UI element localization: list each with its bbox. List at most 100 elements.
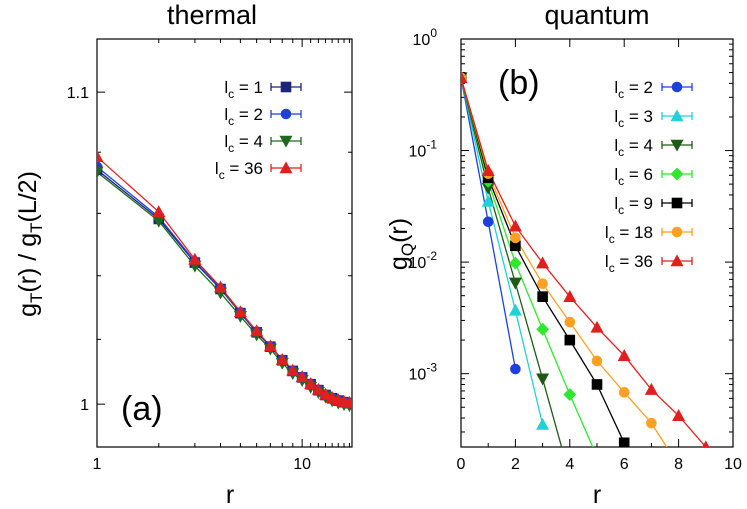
x-tick-label: 10	[724, 456, 742, 473]
legend-label-l-c-4: lc = 4	[224, 132, 263, 155]
legend-marker-l-c-1	[280, 81, 292, 93]
data-point-l-c-36-11	[311, 382, 325, 395]
quantum-title: quantum	[544, 0, 649, 30]
thermal-panel-label: (a)	[121, 390, 163, 428]
data-point-l-c-3-3	[536, 417, 550, 430]
thermal-title: thermal	[167, 0, 257, 30]
series-line-l-c-3	[461, 77, 544, 425]
quantum-y-axis-label: gQ(r)	[385, 218, 417, 270]
legend-marker-l-c-9	[671, 197, 683, 209]
data-point-l-c-18-4	[564, 316, 576, 328]
x-tick-label: 0	[457, 456, 466, 473]
data-point-l-c-36-8	[672, 409, 686, 421]
quantum-panel-label: (b)	[498, 64, 540, 102]
x-tick-label: 6	[620, 456, 629, 473]
quantum-legend: lc = 2 lc = 3 lc = 4 lc = 6 lc = 9 lc = 18 lc …	[605, 78, 693, 275]
data-point-l-c-36-4	[233, 305, 247, 318]
legend-label-l-c-9: lc = 9	[614, 194, 653, 217]
data-point-l-c-36-6	[263, 339, 277, 352]
thermal-legend: lc = 1 lc = 2 lc = 4 lc = 36	[215, 78, 302, 182]
data-point-l-c-36-10	[304, 376, 318, 389]
legend-label-l-c-36: lc = 36	[215, 159, 263, 182]
data-point-l-c-36-2	[188, 252, 202, 265]
legend-marker-l-c-18	[671, 226, 683, 238]
panel-thermal: thermal 1 10 1 1.1 (a) r gT(r) / gT(L/2) lc…	[14, 0, 353, 509]
data-point-l-c-36-6	[617, 349, 631, 361]
data-point-l-c-2-1	[482, 216, 494, 228]
data-point-l-c-3-1	[481, 194, 495, 207]
data-point-l-c-36-3	[214, 280, 228, 293]
legend-label-l-c-3: lc = 3	[614, 107, 653, 130]
data-point-l-c-36-12	[319, 387, 333, 400]
legend-marker-l-c-6	[670, 167, 684, 181]
data-point-l-c-36-0	[461, 71, 468, 83]
data-point-l-c-36-5	[590, 320, 604, 333]
thermal-ticks: 1 10 1 1.1	[67, 39, 352, 473]
legend-marker-l-c-3	[670, 109, 684, 122]
thermal-x-axis-label: r	[226, 481, 234, 509]
x-tick-label: 4	[565, 456, 574, 473]
data-point-l-c-2-2	[510, 363, 521, 375]
data-point-l-c-36-7	[275, 352, 289, 365]
legend-marker-l-c-2	[280, 108, 292, 120]
data-point-l-c-9-6	[618, 437, 630, 447]
thermal-y-axis-label: gT(r) / gT(L/2)	[14, 171, 46, 317]
legend-label-l-c-4: lc = 4	[614, 136, 653, 159]
legend-label-l-c-2: lc = 2	[614, 78, 653, 101]
y-tick-label: 10-3	[409, 361, 438, 384]
x-tick-label: 2	[511, 456, 520, 473]
data-point-l-c-9-3	[537, 291, 548, 302]
legend-marker-l-c-36	[670, 254, 684, 267]
legend-label-l-c-6: lc = 6	[614, 165, 653, 188]
data-point-l-c-18-2	[510, 232, 521, 244]
data-point-l-c-4-2	[508, 277, 522, 290]
data-point-l-c-36-4	[563, 290, 577, 302]
data-point-l-c-36-9	[295, 370, 309, 383]
data-point-l-c-18-5	[591, 355, 603, 367]
legend-marker-l-c-2	[671, 81, 683, 93]
data-point-l-c-3-2	[508, 303, 522, 316]
panel-quantum: quantum 0 2 4 6 8 10 100 10-1 10-2 10-3 (b) r gQ(…	[385, 0, 742, 509]
thermal-markers	[97, 150, 352, 413]
data-point-l-c-36-8	[286, 363, 300, 376]
data-point-l-c-36-1	[152, 205, 166, 218]
y-tick-label: 10-2	[409, 249, 438, 272]
data-point-l-c-36-0	[97, 150, 104, 163]
series-line-l-c-36	[97, 156, 352, 404]
x-tick-label: 10	[293, 456, 311, 473]
thermal-lines	[97, 156, 352, 407]
x-tick-label: 1	[93, 456, 102, 473]
y-tick-label: 10-1	[409, 138, 438, 161]
thermal-plot-frame	[96, 38, 353, 448]
data-point-l-c-9-4	[564, 334, 576, 346]
data-point-l-c-36-2	[508, 219, 522, 232]
x-tick-label: 8	[674, 456, 683, 473]
data-point-l-c-36-7	[644, 382, 658, 395]
legend-label-l-c-2: lc = 2	[224, 105, 263, 128]
data-point-l-c-36-9	[702, 440, 710, 447]
data-point-l-c-18-7	[646, 417, 657, 429]
data-point-l-c-6-2	[508, 256, 522, 270]
series-line-l-c-36	[461, 77, 707, 447]
data-point-l-c-36-5	[250, 324, 264, 337]
data-point-l-c-18-6	[618, 387, 630, 398]
data-point-l-c-36-3	[536, 256, 550, 269]
series-line-l-c-6	[461, 77, 594, 447]
data-point-l-c-18-3	[537, 278, 548, 290]
data-point-l-c-4-3	[536, 373, 550, 386]
legend-marker-l-c-4	[279, 135, 293, 148]
data-point-l-c-6-3	[536, 322, 550, 336]
quantum-markers	[461, 71, 710, 447]
quantum-ticks: 0 2 4 6 8 10 100 10-1 10-2 10-3	[409, 26, 742, 473]
data-point-l-c-9-5	[591, 379, 603, 390]
legend-marker-l-c-36	[279, 161, 293, 174]
legend-marker-l-c-4	[670, 139, 684, 152]
legend-label-l-c-36: lc = 36	[605, 252, 653, 275]
y-tick-label: 1.1	[67, 85, 89, 102]
data-point-l-c-4-0	[97, 166, 104, 179]
y-tick-label: 100	[413, 26, 438, 49]
data-point-l-c-36-17	[348, 401, 352, 409]
data-point-l-c-6-4	[563, 388, 577, 401]
legend-label-l-c-18: lc = 18	[605, 223, 653, 246]
quantum-lines	[461, 77, 707, 447]
